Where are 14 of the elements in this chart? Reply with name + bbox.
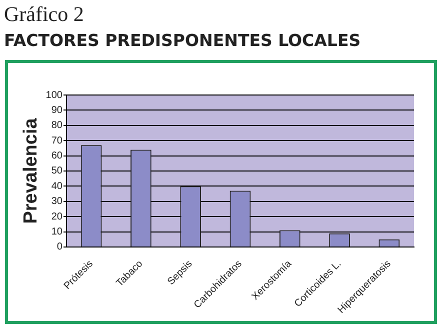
y-tick-label: 90 xyxy=(51,104,63,116)
y-tick-label: 80 xyxy=(51,120,63,132)
y-tick-label: 40 xyxy=(51,180,63,192)
y-tick-label: 100 xyxy=(46,90,63,101)
chart-title: FACTORES PREDISPONENTES LOCALES xyxy=(4,31,361,50)
text: Gráfico 2 xyxy=(4,2,84,27)
y-tick-label: 60 xyxy=(51,150,63,162)
y-tick-label: 20 xyxy=(51,211,63,222)
y-axis-title: Prevalencia xyxy=(20,118,42,224)
y-tick-label: 50 xyxy=(51,166,63,177)
y-tick-label: 70 xyxy=(51,135,63,146)
y-tick-label: 10 xyxy=(51,226,63,238)
y-tick-label: 30 xyxy=(51,196,63,208)
y-tick-label: 0 xyxy=(56,242,63,253)
